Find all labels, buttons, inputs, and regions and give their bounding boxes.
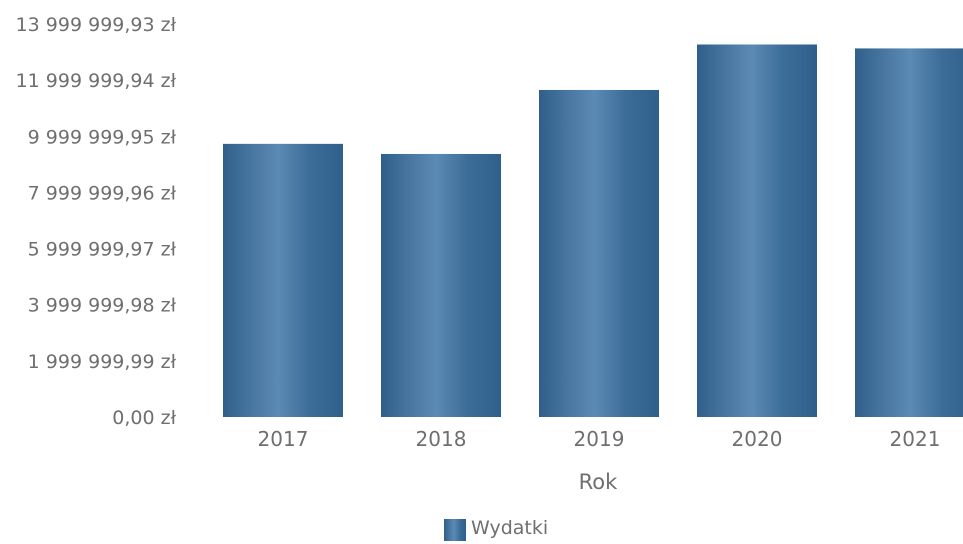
bar-2018: [381, 153, 501, 417]
legend-label-wydatki: Wydatki: [471, 517, 548, 539]
y-tick-label: 0,00 zł: [112, 407, 176, 429]
x-tick-label-2021: 2021: [890, 427, 941, 451]
y-tick-label: 7 999 999,96 zł: [28, 182, 177, 204]
x-tick-label-2017: 2017: [258, 427, 309, 451]
y-tick-label: 11 999 999,94 zł: [16, 70, 177, 92]
y-tick-label: 13 999 999,93 zł: [16, 14, 177, 36]
bars: [223, 44, 963, 418]
legend-swatch-wydatki: [444, 519, 466, 541]
x-axis: 2017 2018 2019 2020 2021: [258, 427, 941, 451]
bar-2021: [855, 48, 963, 418]
y-tick-label: 3 999 999,98 zł: [28, 295, 177, 317]
y-tick-label: 9 999 999,95 zł: [28, 126, 177, 148]
bar-2017: [223, 143, 343, 418]
x-axis-title: Rok: [579, 470, 618, 494]
y-tick-label: 5 999 999,97 zł: [28, 239, 177, 261]
y-axis: 0,00 zł 1 999 999,99 zł 3 999 999,98 zł 5 9…: [16, 14, 177, 429]
x-tick-label-2020: 2020: [732, 427, 783, 451]
x-tick-label-2019: 2019: [574, 427, 625, 451]
bar-2019: [539, 89, 659, 417]
legend: Wydatki: [444, 517, 548, 541]
x-tick-label-2018: 2018: [416, 427, 467, 451]
bar-2020: [697, 44, 817, 418]
y-tick-label: 1 999 999,99 zł: [28, 351, 177, 373]
